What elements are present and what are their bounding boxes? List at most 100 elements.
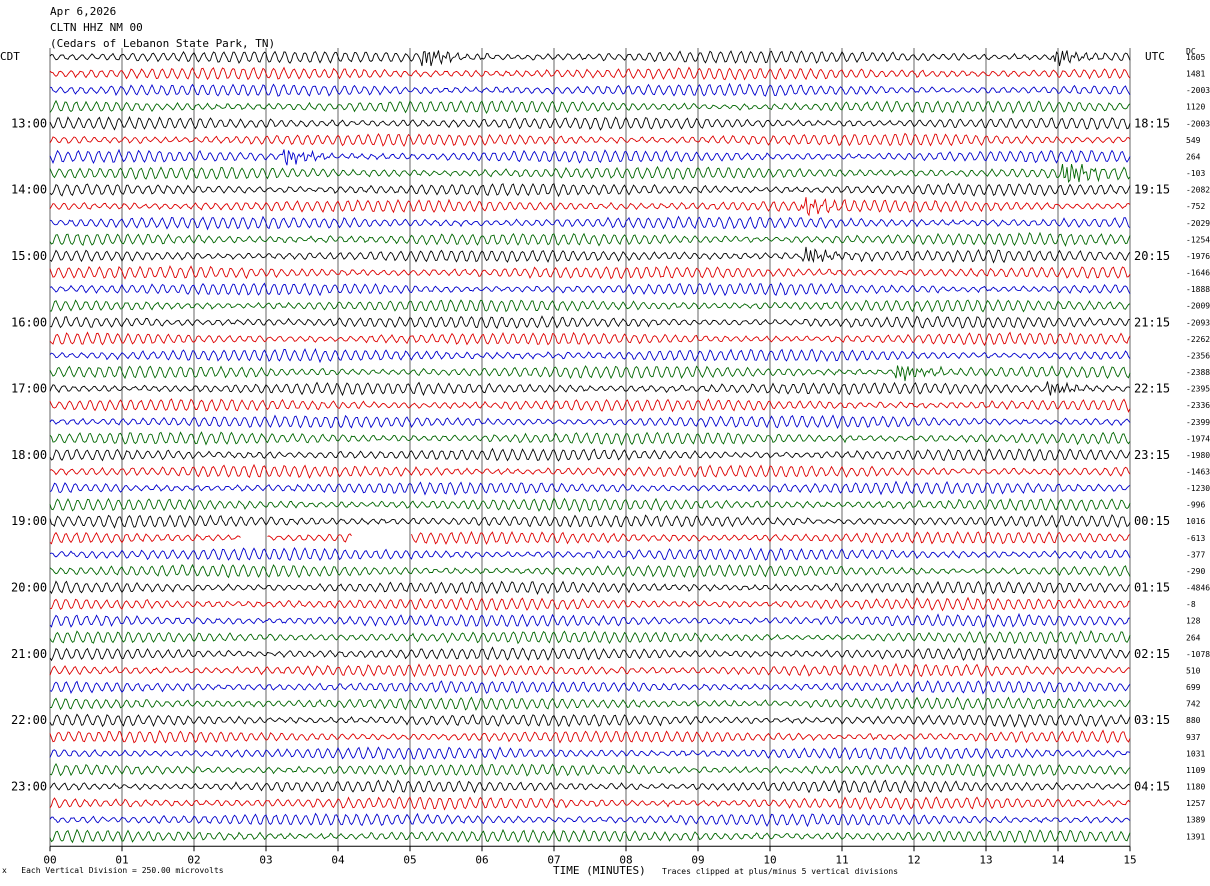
seismic-trace — [49, 796, 1131, 811]
seismic-trace — [49, 530, 1131, 545]
x-tick-label: 14 — [1051, 853, 1065, 866]
seismic-trace — [49, 713, 1131, 729]
x-tick-label: 02 — [187, 853, 200, 866]
dc-offset-label: 510 — [1186, 666, 1201, 675]
seismic-trace — [49, 563, 1131, 579]
station-code: CLTN HHZ NM 00 — [50, 21, 143, 34]
dc-offset-label: 1257 — [1186, 799, 1205, 808]
dc-offset-label: -2093 — [1186, 318, 1210, 327]
dc-offset-label: -290 — [1186, 567, 1205, 576]
seismic-trace — [49, 596, 1131, 612]
dc-offset-label: -996 — [1186, 501, 1205, 510]
dc-offset-label: -1254 — [1186, 235, 1210, 244]
seismic-trace — [49, 265, 1131, 280]
dc-offset-label: -8 — [1186, 600, 1196, 609]
dc-offset-label: 1180 — [1186, 783, 1205, 792]
scale-note: x Each Vertical Division = 250.00 microv… — [2, 866, 224, 875]
dc-offset-label: -2003 — [1186, 86, 1210, 95]
x-tick-label: 05 — [403, 853, 416, 866]
right-time-label: 23:15 — [1134, 448, 1170, 462]
dc-offset-label: -2262 — [1186, 335, 1210, 344]
seismic-trace — [49, 82, 1131, 97]
dc-offset-label: 1109 — [1186, 766, 1205, 775]
seismic-trace — [49, 182, 1131, 198]
left-time-label: 19:00 — [11, 514, 47, 528]
seismic-trace — [49, 447, 1131, 462]
dc-offset-label: 264 — [1186, 633, 1201, 642]
dc-offset-label: 742 — [1186, 700, 1201, 709]
dc-offset-label: 1389 — [1186, 816, 1205, 825]
left-time-label: 14:00 — [11, 183, 47, 197]
dc-offset-label: -1463 — [1186, 468, 1210, 477]
dc-offset-label: -2388 — [1186, 368, 1210, 377]
x-tick-label: 09 — [691, 853, 704, 866]
dc-offset-label: 264 — [1186, 152, 1201, 161]
seismic-trace — [49, 132, 1131, 147]
dc-offset-label: -1976 — [1186, 252, 1210, 261]
seismic-trace — [50, 696, 1131, 711]
dc-offset-label: -1980 — [1186, 451, 1210, 460]
seismic-trace — [49, 812, 1131, 828]
seismic-trace — [49, 282, 1131, 297]
dc-offset-label: 699 — [1186, 683, 1201, 692]
seismic-trace — [49, 463, 1131, 479]
plot-date: Apr 6,2026 — [50, 5, 117, 18]
plot-header: Apr 6,2026 CLTN HHZ NM 00 (Cedars of Leb… — [50, 4, 275, 52]
station-location: (Cedars of Lebanon State Park, TN) — [50, 37, 276, 50]
dc-offset-label: 1016 — [1186, 517, 1205, 526]
seismic-trace — [49, 365, 1131, 382]
right-time-label: 18:15 — [1134, 116, 1170, 130]
x-tick-label: 04 — [331, 853, 345, 866]
seismic-trace — [49, 480, 1131, 496]
seismic-trace — [49, 115, 1131, 131]
left-timezone-label: CDT — [0, 50, 20, 63]
seismic-trace — [49, 348, 1131, 364]
x-tick-label: 01 — [115, 853, 128, 866]
right-time-label: 22:15 — [1134, 382, 1170, 396]
dc-offset-header: DC — [1186, 47, 1196, 56]
dc-offset-label: 937 — [1186, 733, 1201, 742]
x-tick-label: 15 — [1123, 853, 1136, 866]
seismic-trace — [49, 315, 1131, 330]
clip-note: Traces clipped at plus/minus 5 vertical … — [662, 867, 899, 876]
right-time-label: 01:15 — [1134, 581, 1170, 595]
left-time-label: 15:00 — [11, 249, 47, 263]
left-time-label: 23:00 — [11, 780, 47, 794]
seismic-trace — [49, 50, 1131, 67]
seismic-trace — [49, 547, 1131, 562]
seismic-trace — [49, 231, 1131, 247]
dc-offset-label: -103 — [1186, 169, 1205, 178]
x-tick-label: 06 — [475, 853, 488, 866]
seismic-trace — [49, 630, 1131, 645]
x-tick-label: 08 — [619, 853, 632, 866]
seismic-trace — [49, 99, 1131, 115]
dc-offset-label: -2336 — [1186, 401, 1210, 410]
seismic-trace — [49, 398, 1131, 413]
dc-offset-label: 1605 — [1186, 53, 1205, 62]
x-tick-label: 03 — [259, 853, 272, 866]
dc-offset-label: 1481 — [1186, 70, 1205, 79]
right-time-label: 04:15 — [1134, 780, 1170, 794]
x-tick-label: 10 — [763, 853, 776, 866]
seismic-trace — [49, 414, 1131, 429]
dc-offset-label: -2029 — [1186, 219, 1210, 228]
dc-offset-label: -2356 — [1186, 351, 1210, 360]
dc-offset-label: 1120 — [1186, 103, 1205, 112]
seismic-trace — [49, 729, 1131, 744]
seismic-trace — [49, 163, 1131, 184]
x-tick-label: 07 — [547, 853, 560, 866]
seismic-trace — [49, 197, 1131, 217]
seismic-trace — [49, 497, 1131, 513]
right-time-label: 21:15 — [1134, 315, 1170, 329]
left-time-label: 17:00 — [11, 382, 47, 396]
dc-offset-label: 549 — [1186, 136, 1201, 145]
seismic-trace — [49, 148, 1131, 166]
left-time-label: 18:00 — [11, 448, 47, 462]
dc-offset-label: -2395 — [1186, 385, 1210, 394]
left-time-label: 13:00 — [11, 116, 47, 130]
seismic-trace — [49, 828, 1131, 844]
seismic-trace — [49, 331, 1131, 347]
seismic-trace — [49, 646, 1131, 662]
dc-offset-label: -1646 — [1186, 269, 1210, 278]
right-timezone-label: UTC — [1145, 50, 1165, 63]
